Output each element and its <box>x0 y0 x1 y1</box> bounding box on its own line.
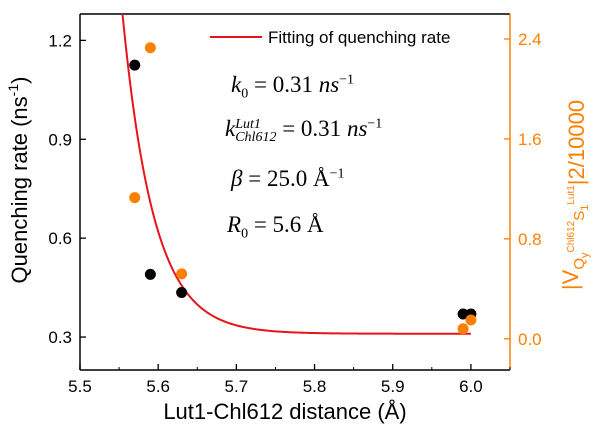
y-tick-label: 0.6 <box>48 229 72 248</box>
y2-axis-label: |VQyChl612S1Lut1|2/10000 <box>558 100 591 290</box>
x-tick-label: 5.5 <box>68 377 92 396</box>
y2-tick-label: 0.0 <box>518 330 542 349</box>
point-coupling <box>176 268 188 280</box>
point-coupling <box>457 323 469 335</box>
x-tick-label: 6.0 <box>459 377 483 396</box>
annotation-beta: β = 25.0 Å−1 <box>231 166 345 191</box>
fit-curve <box>121 14 471 335</box>
x-tick-label: 5.9 <box>381 377 405 396</box>
point-coupling <box>129 192 141 204</box>
point-coupling <box>144 42 156 54</box>
legend-label: Fitting of quenching rate <box>268 28 450 47</box>
y-tick-label: 1.2 <box>48 31 72 50</box>
annotation-k0: k0 = 0.31 ns−1 <box>231 72 355 102</box>
fit-curve-group <box>121 14 471 335</box>
y2-tick-label: 0.8 <box>518 230 542 249</box>
legend: Fitting of quenching rate <box>210 28 450 47</box>
plot-frame <box>79 13 511 371</box>
y2-tick-label: 2.4 <box>518 30 542 49</box>
y-axis-label: Quenching rate (ns-1) <box>5 77 32 284</box>
x-tick-label: 5.6 <box>146 377 170 396</box>
y-tick-label: 0.9 <box>48 130 72 149</box>
y2-tick-label: 1.6 <box>518 130 542 149</box>
point-quenching-rate <box>176 287 188 299</box>
point-quenching-rate <box>129 59 141 71</box>
point-quenching-rate <box>144 268 156 280</box>
y-tick-label: 0.3 <box>48 328 72 347</box>
data-points-group <box>129 42 477 335</box>
annotation-r0: R0 = 5.6 Å <box>227 212 324 242</box>
annotation-k: k Lut1 Chl612 = 0.31 ns−1 <box>225 116 383 145</box>
ticks-group: 5.5 5.6 5.7 5.8 5.9 6.0 0.3 0.6 0.9 1.2 0.0 0.8 1.6 2… <box>48 30 541 396</box>
point-quenching-rate <box>457 308 469 320</box>
point-coupling <box>465 314 477 326</box>
x-axis-label: Lut1-Chl612 distance (Å) <box>163 399 406 424</box>
x-tick-label: 5.8 <box>303 377 327 396</box>
x-tick-label: 5.7 <box>225 377 249 396</box>
